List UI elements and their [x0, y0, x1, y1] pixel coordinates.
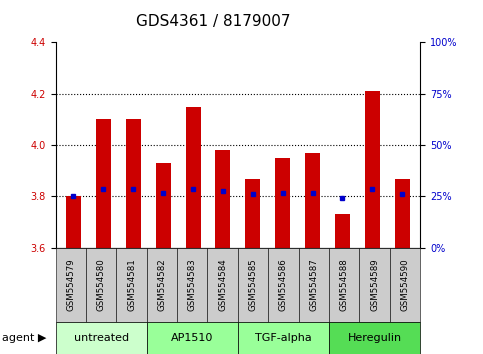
Text: GSM554584: GSM554584 — [218, 258, 227, 312]
Text: GSM554579: GSM554579 — [66, 259, 75, 311]
Text: GSM554587: GSM554587 — [309, 258, 318, 312]
Text: GSM554586: GSM554586 — [279, 258, 288, 312]
Text: GSM554582: GSM554582 — [157, 258, 167, 312]
Text: GSM554581: GSM554581 — [127, 258, 136, 312]
Bar — [66, 196, 81, 248]
Bar — [96, 119, 111, 248]
Bar — [335, 215, 350, 248]
Text: GSM554585: GSM554585 — [249, 258, 257, 312]
Bar — [126, 119, 141, 248]
Text: untreated: untreated — [73, 333, 128, 343]
Bar — [365, 91, 380, 248]
Bar — [215, 150, 230, 248]
Text: GDS4361 / 8179007: GDS4361 / 8179007 — [137, 14, 291, 29]
Text: GSM554583: GSM554583 — [188, 258, 197, 312]
Bar — [156, 163, 170, 248]
Text: AP1510: AP1510 — [171, 333, 213, 343]
Text: GSM554580: GSM554580 — [97, 258, 106, 312]
Bar — [305, 153, 320, 248]
Bar — [185, 107, 200, 248]
Bar — [395, 178, 410, 248]
Text: GSM554588: GSM554588 — [340, 258, 349, 312]
Bar — [245, 178, 260, 248]
Text: GSM554589: GSM554589 — [370, 259, 379, 311]
Text: TGF-alpha: TGF-alpha — [255, 333, 312, 343]
Text: Heregulin: Heregulin — [348, 333, 402, 343]
Text: agent ▶: agent ▶ — [2, 333, 47, 343]
Bar — [275, 158, 290, 248]
Text: GSM554590: GSM554590 — [400, 259, 410, 311]
